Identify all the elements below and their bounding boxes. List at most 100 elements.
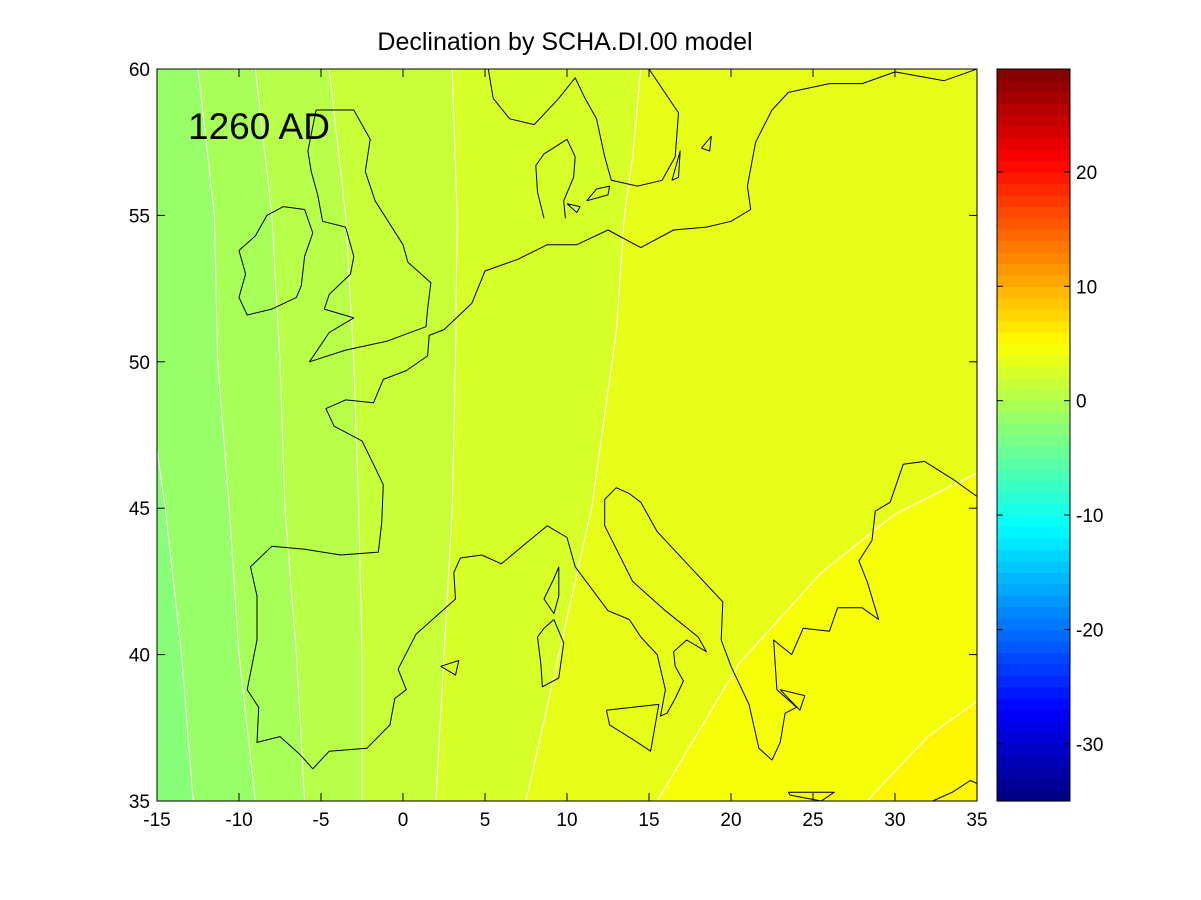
- coastline-jutland: [535, 138, 576, 219]
- coastline-sardinia: [537, 619, 565, 688]
- colorbar-cell: [997, 149, 1070, 162]
- colorbar-cell: [997, 274, 1070, 287]
- colorbar-cell: [997, 457, 1070, 470]
- colorbar-cell: [997, 618, 1070, 631]
- contour-line: [328, 69, 363, 801]
- x-tick-label: 15: [638, 810, 659, 831]
- colorbar-tick-label: -20: [1076, 620, 1103, 641]
- colorbar-tick-label: -30: [1076, 735, 1103, 756]
- coastline-cyprus-west: [932, 780, 977, 801]
- colorbar-cell: [997, 675, 1070, 688]
- colorbar-cell: [997, 229, 1070, 242]
- y-tick-label: 40: [129, 646, 150, 667]
- colorbar-cell: [997, 217, 1070, 230]
- colorbar-cell: [997, 686, 1070, 699]
- x-tick-label: 35: [966, 810, 987, 831]
- colorbar-tick-label: -10: [1076, 506, 1103, 527]
- y-axis: 35 40 45 50 55 60: [129, 60, 977, 813]
- colorbar-tick-label: 0: [1076, 392, 1087, 413]
- y-tick-label: 60: [129, 60, 150, 81]
- coastline-oland: [671, 150, 681, 181]
- x-tick-label: 5: [480, 810, 491, 831]
- colorbar-cell: [997, 732, 1070, 745]
- colorbar-cell: [997, 560, 1070, 573]
- colorbar-cell: [997, 766, 1070, 779]
- contour-line: [525, 69, 642, 801]
- colorbar-axis: -30 -20 -10 0 10 20: [997, 163, 1103, 756]
- colorbar-cell: [997, 91, 1070, 104]
- colorbar-cell: [997, 789, 1070, 802]
- colorbar-cell: [997, 572, 1070, 585]
- y-tick-label: 45: [129, 499, 150, 520]
- contour-line: [197, 69, 256, 801]
- colorbar-cell: [997, 332, 1070, 345]
- colorbar-cell: [997, 778, 1070, 791]
- coastlines: [238, 69, 977, 801]
- colorbar-cell: [997, 537, 1070, 550]
- contour-line: [435, 69, 458, 801]
- coastline-great-britain: [307, 109, 432, 363]
- coastline-zealand: [586, 185, 611, 202]
- contour-line: [866, 700, 977, 801]
- colorbar-cell: [997, 698, 1070, 711]
- x-tick-label: 0: [398, 810, 409, 831]
- colorbar-cell: [997, 183, 1070, 196]
- colorbar-cell: [997, 309, 1070, 322]
- colorbar-cell: [997, 423, 1070, 436]
- colorbar-cell: [997, 640, 1070, 653]
- colorbar-cell: [997, 400, 1070, 413]
- x-tick-label: 10: [556, 810, 577, 831]
- year-annotation: 1260 AD: [188, 106, 330, 147]
- colorbar-cell: [997, 377, 1070, 390]
- contour-line: [254, 69, 306, 801]
- colorbar-cell: [997, 743, 1070, 756]
- colorbar-cell: [997, 492, 1070, 505]
- colorbar-cell: [997, 606, 1070, 619]
- coastline-sweden-norway: [487, 69, 679, 187]
- colorbar-cell: [997, 652, 1070, 665]
- colorbar-cell: [997, 252, 1070, 265]
- contour-bands: [157, 69, 977, 801]
- colorbar-cell: [997, 137, 1070, 150]
- colorbar-cell: [997, 595, 1070, 608]
- coastline-scandinavia-coast: [607, 69, 977, 249]
- colorbar-cell: [997, 663, 1070, 676]
- colorbar-cell: [997, 114, 1070, 127]
- contour-line: [157, 449, 194, 801]
- colorbar-cell: [997, 446, 1070, 459]
- colorbar-scale: [997, 69, 1070, 802]
- colorbar-cell: [997, 103, 1070, 116]
- colorbar-cell: [997, 366, 1070, 379]
- colorbar-cell: [997, 480, 1070, 493]
- colorbar-tick-label: 20: [1076, 163, 1097, 184]
- colorbar-cell: [997, 583, 1070, 596]
- colorbar-frame: [996, 68, 1071, 802]
- colorbar-cell: [997, 526, 1070, 539]
- colorbar-cell: [997, 171, 1070, 184]
- chart-title: Declination by SCHA.DI.00 model: [377, 28, 752, 56]
- colorbar-cell: [997, 435, 1070, 448]
- y-tick-label: 50: [129, 353, 150, 374]
- contour-band: [867, 701, 977, 801]
- coastline-ireland: [238, 206, 314, 316]
- coastline-corsica: [543, 566, 560, 615]
- colorbar-cell: [997, 286, 1070, 299]
- x-tick-label: 30: [884, 810, 905, 831]
- x-tick-label: 25: [802, 810, 823, 831]
- y-tick-label: 35: [129, 792, 150, 813]
- y-tick-label: 55: [129, 206, 150, 227]
- coastline-sicily: [605, 703, 660, 752]
- colorbar-cell: [997, 126, 1070, 139]
- colorbar-cell: [997, 206, 1070, 219]
- colorbar-cell: [997, 160, 1070, 173]
- colorbar-cell: [997, 412, 1070, 425]
- colorbar-cell: [997, 69, 1070, 82]
- x-axis: -15 -10 -5 0 5 10 15 20 25 30 35: [143, 69, 988, 831]
- coastline-funen: [566, 203, 581, 213]
- colorbar-cell: [997, 297, 1070, 310]
- colorbar-cell: [997, 755, 1070, 768]
- x-tick-label: -15: [143, 810, 170, 831]
- colorbar-cell: [997, 240, 1070, 253]
- colorbar-cell: [997, 389, 1070, 402]
